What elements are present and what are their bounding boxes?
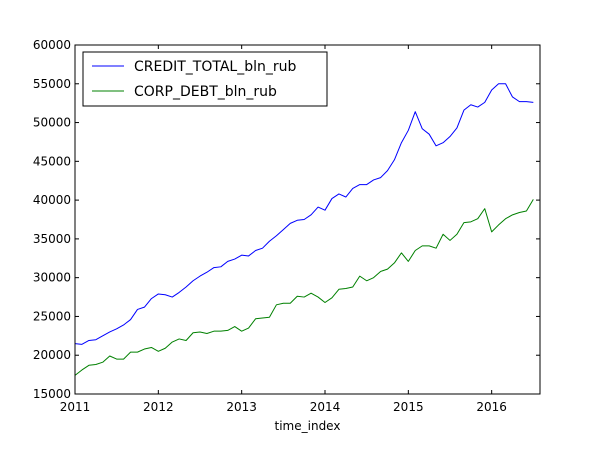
y-tick-label: 60000: [33, 38, 71, 52]
x-tick-label: 2011: [60, 400, 91, 414]
series-layer: [74, 83, 534, 376]
y-tick-label: 20000: [33, 348, 71, 362]
y-tick-label: 25000: [33, 309, 71, 323]
y-tick-label: 35000: [33, 232, 71, 246]
x-tick-label: 2013: [226, 400, 257, 414]
x-tick-label: 2016: [476, 400, 507, 414]
x-tick-label: 2012: [143, 400, 174, 414]
legend: CREDIT_TOTAL_bln_rub CORP_DEBT_bln_rub: [82, 51, 328, 107]
y-tick-label: 50000: [33, 116, 71, 130]
plot-frame: [74, 44, 541, 395]
series-line-corp-debt-bln-rub: [74, 199, 534, 376]
y-tick-label: 45000: [33, 154, 71, 168]
legend-box: [82, 51, 328, 107]
legend-label-corp-debt: CORP_DEBT_bln_rub: [134, 84, 277, 100]
legend-label-credit-total: CREDIT_TOTAL_bln_rub: [134, 59, 297, 75]
series-line-credit-total-bln-rub: [74, 83, 534, 345]
y-tick-label: 15000: [33, 387, 71, 401]
y-tick-label: 30000: [33, 271, 71, 285]
x-axis: 2011 2012 2013 2014 2015 2016: [60, 45, 507, 414]
x-tick-label: 2015: [393, 400, 424, 414]
y-tick-label: 40000: [33, 193, 71, 207]
x-axis-label: time_index: [275, 419, 341, 433]
y-axis: 15000 20000 25000 30000 35000 40000 45000 50000…: [33, 38, 540, 401]
x-tick-label: 2014: [310, 400, 341, 414]
y-tick-label: 55000: [33, 77, 71, 91]
